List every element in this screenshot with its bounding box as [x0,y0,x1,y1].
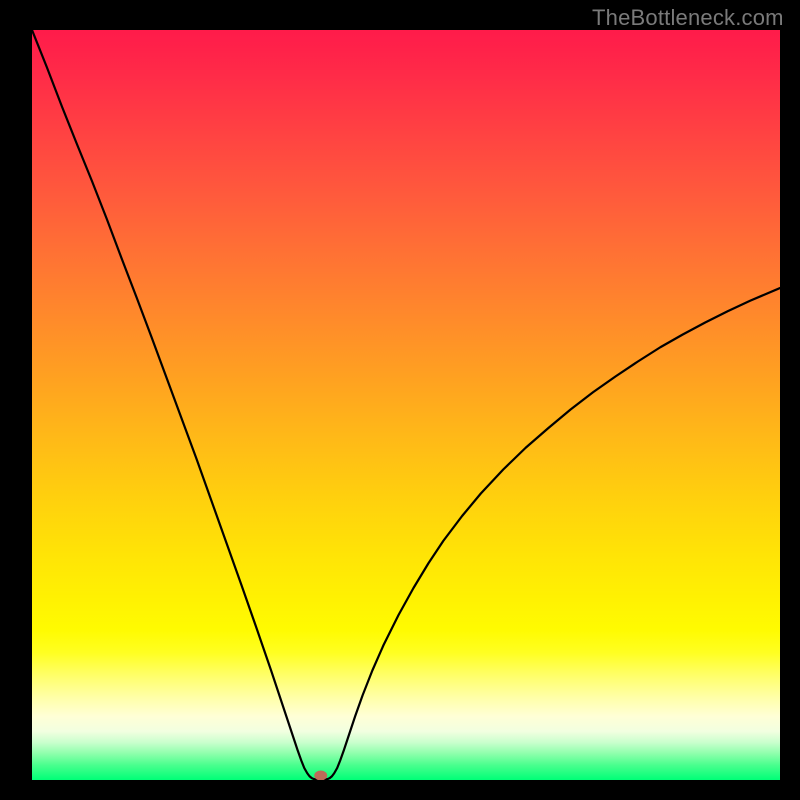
plot-area [32,30,780,780]
chart-container: TheBottleneck.com [0,0,800,800]
gradient-background [32,30,780,780]
plot-svg [32,30,780,780]
watermark-text: TheBottleneck.com [592,5,784,31]
